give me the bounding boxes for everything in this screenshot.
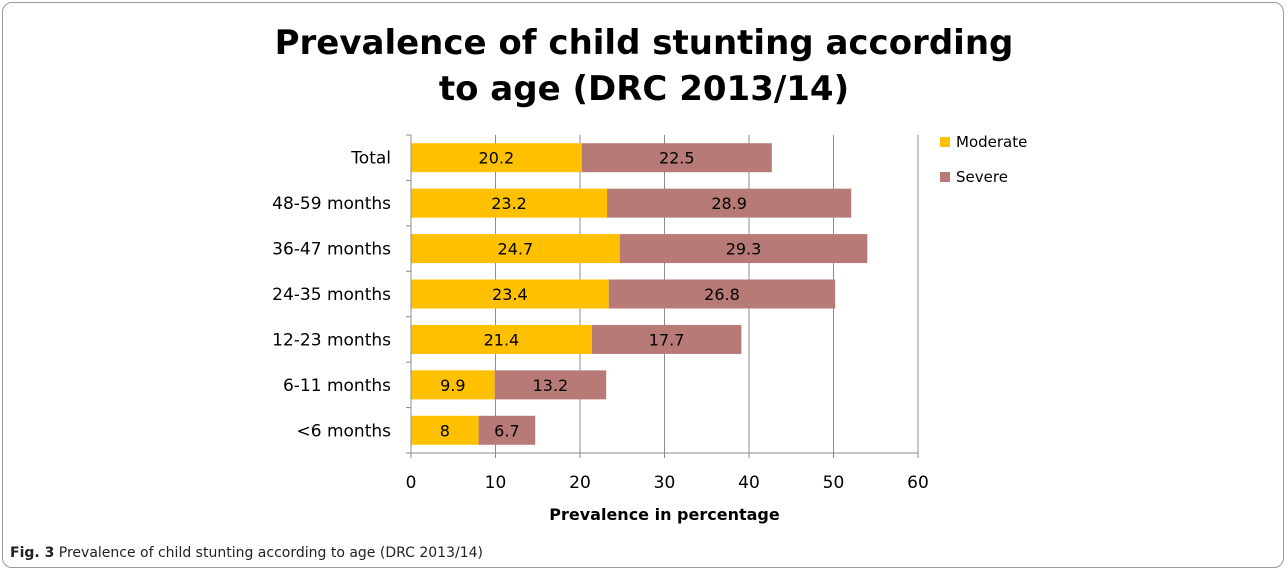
category-label: <6 months: [297, 421, 392, 441]
legend-label-severe: Severe: [956, 168, 1008, 186]
data-label: 29.3: [726, 240, 762, 259]
category-label: 36-47 months: [272, 240, 391, 260]
data-label: 23.2: [491, 194, 527, 213]
legend-swatch-severe: [940, 172, 950, 182]
bar-severe: [591, 324, 742, 354]
x-tick-label: 0: [406, 473, 417, 493]
bar-moderate: [411, 415, 479, 445]
data-label: 26.8: [704, 285, 740, 304]
data-label: 6.7: [494, 421, 519, 440]
x-tick-label: 60: [907, 473, 929, 493]
bar-moderate: [411, 279, 609, 309]
data-label: 22.5: [659, 149, 695, 168]
x-tick-label: 30: [654, 473, 676, 493]
legend-swatch-moderate: [940, 137, 950, 147]
x-tick-label: 20: [569, 473, 591, 493]
bar-moderate: [411, 188, 608, 218]
category-label: 24-35 months: [272, 285, 391, 305]
x-tick-label: 10: [485, 473, 507, 493]
figure-label: Fig. 3: [10, 545, 55, 561]
x-tick-label: 40: [738, 473, 760, 493]
data-label: 8: [440, 421, 450, 440]
bar-moderate: [411, 143, 582, 173]
category-label: 48-59 months: [272, 194, 391, 214]
data-label: 13.2: [533, 376, 569, 395]
legend-label-moderate: Moderate: [956, 133, 1027, 151]
data-label: 28.9: [711, 194, 747, 213]
category-label: 12-23 months: [272, 330, 391, 350]
bar-moderate: [411, 234, 620, 264]
bar-moderate: [411, 324, 592, 354]
data-label: 9.9: [440, 376, 465, 395]
figure-caption: Fig. 3 Prevalence of child stunting acco…: [10, 545, 483, 561]
x-axis-title: Prevalence in percentage: [549, 505, 780, 524]
category-label: 6-11 months: [283, 376, 391, 396]
data-label: 23.4: [492, 285, 528, 304]
x-tick-label: 50: [823, 473, 845, 493]
bar-severe: [607, 188, 852, 218]
bar-severe: [494, 370, 607, 400]
bar-moderate: [411, 370, 495, 400]
data-label: 21.4: [484, 330, 520, 349]
bar-severe: [581, 143, 772, 173]
data-label: 17.7: [649, 330, 685, 349]
figure-caption-text: Prevalence of child stunting according t…: [58, 545, 483, 561]
chart-title-line-2: to age (DRC 2013/14): [438, 69, 850, 109]
category-label: Total: [350, 149, 391, 169]
chart-title-line-1: Prevalence of child stunting according: [274, 23, 1014, 63]
bar-severe: [608, 279, 836, 309]
bar-severe: [619, 234, 868, 264]
data-label: 20.2: [479, 149, 515, 168]
bar-severe: [478, 415, 536, 445]
data-label: 24.7: [498, 240, 534, 259]
